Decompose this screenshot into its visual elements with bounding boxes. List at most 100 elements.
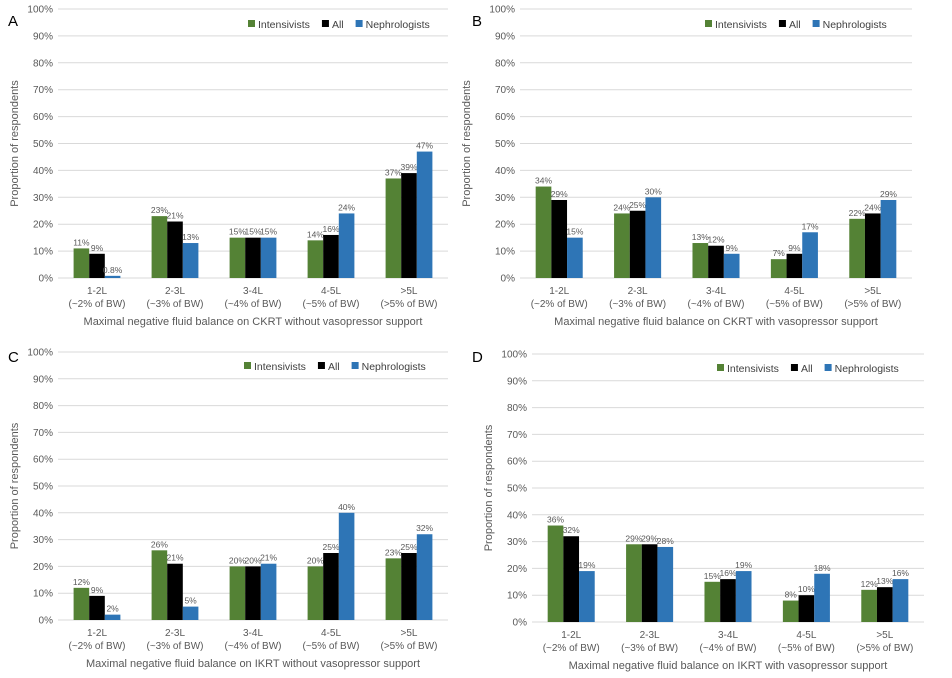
y-tick-label: 90%: [33, 374, 53, 385]
bar-all-4: [798, 595, 815, 622]
y-tick-label: 30%: [507, 537, 527, 548]
legend-label-intensivists: Intensivists: [258, 19, 310, 31]
legend-label-nephrologists: Nephrologists: [366, 19, 430, 31]
y-tick-label: 30%: [33, 535, 53, 546]
x-axis-label: Maximal negative fluid balance on CKRT w…: [84, 316, 423, 328]
data-label: 12%: [861, 579, 878, 589]
legend-label-all: All: [789, 19, 801, 31]
bar-all-3: [245, 237, 261, 278]
data-label: 9%: [91, 243, 104, 253]
legend-swatch-all: [790, 364, 798, 371]
data-label: 9%: [726, 243, 739, 253]
y-tick-label: 0%: [501, 274, 516, 285]
data-label: 12%: [707, 235, 724, 245]
y-tick-label: 10%: [507, 591, 527, 602]
y-tick-label: 10%: [495, 247, 515, 258]
x-tick-label: >5L: [876, 630, 893, 641]
legend-swatch-intensivists: [244, 362, 251, 369]
bar-intensivists-1: [73, 248, 90, 278]
data-label: 24%: [613, 202, 630, 212]
y-tick-label: 60%: [495, 112, 515, 123]
y-tick-label: 70%: [495, 85, 515, 96]
data-label: 15%: [260, 227, 277, 237]
bar-all-3: [245, 566, 261, 620]
data-label: 29%: [551, 189, 568, 199]
data-label: 25%: [400, 542, 417, 552]
data-label: 9%: [91, 585, 104, 595]
x-tick-label: 2-3L: [640, 630, 660, 641]
x-tick-sublabel: (>5% of BW): [856, 643, 913, 654]
bar-nephrologists-3: [260, 237, 277, 278]
x-tick-sublabel: (~2% of BW): [543, 643, 600, 654]
data-label: 0.8%: [103, 265, 123, 275]
data-label: 16%: [719, 568, 736, 578]
data-label: 36%: [547, 515, 564, 525]
bar-intensivists-4: [770, 259, 787, 278]
bar-all-4: [786, 253, 803, 278]
legend-swatch-intensivists: [717, 364, 724, 371]
y-tick-label: 60%: [33, 112, 53, 123]
bar-nephrologists-2: [657, 546, 674, 622]
bar-all-3: [720, 579, 736, 622]
data-label: 8%: [785, 590, 798, 600]
bar-nephrologists-3: [260, 563, 277, 620]
legend-label-intensivists: Intensivists: [254, 361, 306, 373]
y-tick-label: 80%: [507, 403, 527, 414]
y-tick-label: 100%: [489, 5, 515, 16]
x-tick-sublabel: (~5% of BW): [303, 299, 360, 310]
data-label: 24%: [864, 202, 881, 212]
legend-swatch-nephrologists: [355, 20, 363, 27]
bar-all-2: [629, 210, 646, 278]
bar-nephrologists-5: [416, 534, 433, 620]
bar-intensivists-5: [385, 178, 402, 278]
bar-all-5: [401, 553, 417, 620]
x-tick-sublabel: (~5% of BW): [778, 643, 835, 654]
y-tick-label: 50%: [507, 484, 527, 495]
x-tick-sublabel: (~5% of BW): [303, 641, 360, 652]
bar-intensivists-1: [547, 525, 564, 622]
x-tick-sublabel: (~4% of BW): [225, 641, 282, 652]
data-label: 39%: [400, 162, 417, 172]
legend-swatch-nephrologists: [812, 20, 820, 27]
legend-swatch-all: [321, 20, 329, 27]
x-tick-label: >5L: [401, 286, 418, 297]
data-label: 34%: [535, 176, 552, 186]
x-tick-label: 3-4L: [243, 286, 263, 297]
bar-all-5: [864, 213, 881, 278]
x-tick-sublabel: (>5% of BW): [381, 299, 438, 310]
bar-all-2: [167, 563, 183, 620]
bar-all-1: [89, 253, 105, 278]
data-label: 28%: [657, 536, 674, 546]
bar-intensivists-5: [849, 218, 865, 278]
bar-all-5: [876, 587, 893, 622]
x-tick-label: 4-5L: [796, 630, 816, 641]
data-label: 2%: [106, 604, 119, 614]
bar-nephrologists-5: [880, 199, 897, 278]
panel-b: B 0% 10% 20% 30% 40% 50% 60% 70% 80% 90% 100% Propor…: [461, 5, 912, 328]
panel-d: D 0% 10% 20% 30% 40% 50% 60% 70% 80% 90% 100% Propor…: [472, 349, 924, 672]
y-tick-label: 100%: [27, 348, 53, 359]
x-tick-sublabel: (~3% of BW): [147, 299, 204, 310]
bar-nephrologists-1: [579, 571, 595, 622]
legend-label-nephrologists: Nephrologists: [362, 361, 426, 373]
x-axis-label: Maximal negative fluid balance on IKRT w…: [569, 660, 888, 672]
data-label: 16%: [322, 224, 339, 234]
data-label: 19%: [735, 560, 752, 570]
bar-intensivists-2: [626, 544, 642, 622]
y-tick-label: 80%: [33, 58, 53, 69]
data-label: 15%: [244, 227, 261, 237]
y-tick-label: 80%: [33, 401, 53, 412]
bar-intensivists-1: [535, 186, 552, 278]
bar-intensivists-2: [151, 550, 168, 620]
x-tick-sublabel: (>5% of BW): [844, 299, 901, 310]
x-tick-label: 1-2L: [549, 286, 569, 297]
data-label: 11%: [73, 237, 90, 247]
x-tick-label: 2-3L: [165, 286, 185, 297]
bar-nephrologists-1: [104, 275, 121, 278]
bar-nephrologists-5: [416, 151, 433, 278]
data-label: 16%: [892, 568, 909, 578]
y-tick-label: 50%: [495, 139, 515, 150]
data-label: 10%: [798, 584, 815, 594]
x-tick-label: >5L: [864, 286, 881, 297]
